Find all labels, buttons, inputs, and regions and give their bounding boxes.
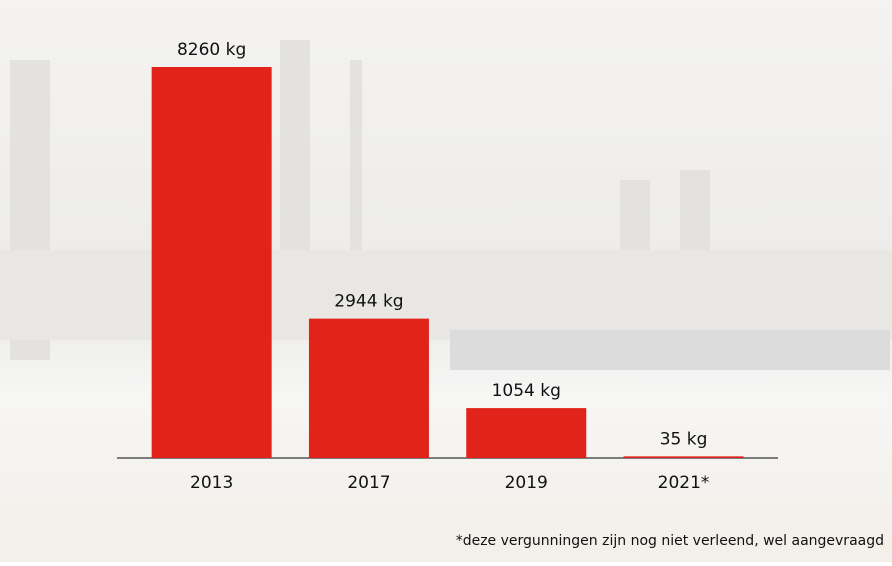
bar — [152, 67, 272, 458]
bar — [309, 319, 429, 458]
x-tick-label: 2019 — [505, 473, 548, 493]
value-label: 35 kg — [660, 429, 708, 449]
x-tick-label: 2021* — [658, 473, 710, 493]
value-label: 2944 kg — [334, 292, 403, 312]
bar — [624, 456, 744, 458]
bar — [466, 408, 586, 458]
x-tick-label: 2017 — [347, 473, 390, 493]
value-label: 8260 kg — [177, 40, 246, 60]
x-tick-label: 2013 — [190, 473, 233, 493]
chart: *deze vergunningen zijn nog niet verleen… — [0, 0, 892, 562]
value-label: 1054 kg — [492, 381, 561, 401]
footnote: *deze vergunningen zijn nog niet verleen… — [456, 533, 884, 549]
